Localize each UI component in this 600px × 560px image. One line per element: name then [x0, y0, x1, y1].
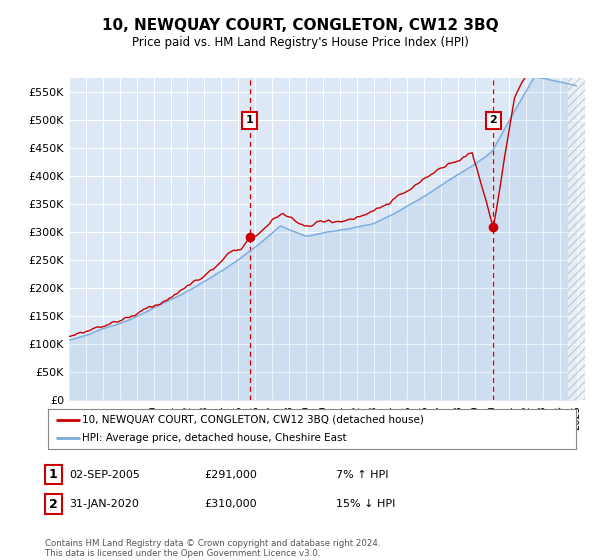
Text: 1: 1	[245, 115, 253, 125]
Text: 7% ↑ HPI: 7% ↑ HPI	[336, 470, 389, 480]
Text: 10, NEWQUAY COURT, CONGLETON, CW12 3BQ (detached house): 10, NEWQUAY COURT, CONGLETON, CW12 3BQ (…	[82, 415, 424, 424]
Text: 02-SEP-2005: 02-SEP-2005	[69, 470, 140, 480]
Text: 2: 2	[490, 115, 497, 125]
Text: Price paid vs. HM Land Registry's House Price Index (HPI): Price paid vs. HM Land Registry's House …	[131, 36, 469, 49]
Text: 1: 1	[49, 468, 58, 482]
Text: 10, NEWQUAY COURT, CONGLETON, CW12 3BQ: 10, NEWQUAY COURT, CONGLETON, CW12 3BQ	[101, 18, 499, 34]
Text: £310,000: £310,000	[204, 499, 257, 509]
Text: 15% ↓ HPI: 15% ↓ HPI	[336, 499, 395, 509]
Text: £291,000: £291,000	[204, 470, 257, 480]
Text: HPI: Average price, detached house, Cheshire East: HPI: Average price, detached house, Ches…	[82, 433, 347, 443]
Text: 31-JAN-2020: 31-JAN-2020	[69, 499, 139, 509]
Text: 2: 2	[49, 497, 58, 511]
Text: Contains HM Land Registry data © Crown copyright and database right 2024.
This d: Contains HM Land Registry data © Crown c…	[45, 539, 380, 558]
